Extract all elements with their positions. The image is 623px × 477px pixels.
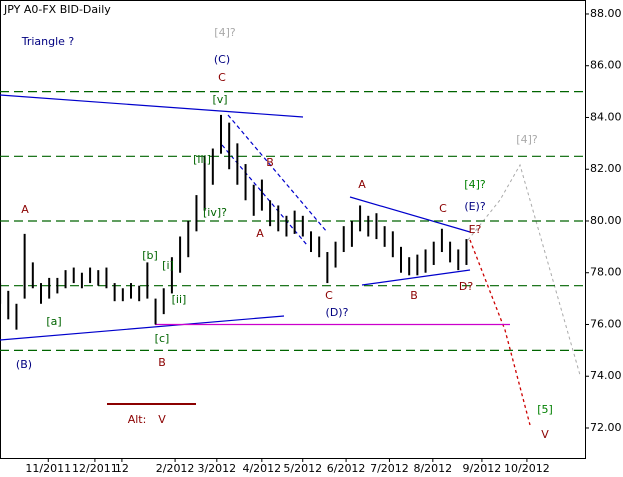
x-tick-label: 8/2012 [413, 462, 452, 475]
x-tick-label: 7/2012 [370, 462, 409, 475]
wave-label: (C) [214, 53, 230, 66]
trend-lines [0, 94, 471, 341]
x-tick-label: 3/2012 [197, 462, 236, 475]
wave-label: B [410, 289, 418, 302]
wave-label: C [325, 289, 333, 302]
y-tick-label: 78.00 [590, 266, 622, 279]
x-tick-label: 12 [115, 462, 129, 475]
trend-line [349, 196, 471, 233]
y-tick-label: 82.00 [590, 162, 622, 175]
wave-label: [4]? [516, 133, 538, 146]
trend-line [0, 315, 285, 341]
wave-label: V [158, 413, 166, 426]
wave-label: V [541, 428, 549, 441]
wave-label: [5] [537, 403, 553, 416]
wave-label: [i] [162, 259, 174, 272]
y-tick-label: 86.00 [590, 59, 622, 72]
wave-label: Triangle ? [21, 35, 75, 48]
y-tick-label: 74.00 [590, 369, 622, 382]
wave-label: C [218, 71, 226, 84]
plot-frame [0, 0, 586, 459]
y-tick-label: 76.00 [590, 317, 622, 330]
wave-label: Alt: [128, 413, 147, 426]
x-tick-label: 5/2012 [283, 462, 322, 475]
wave-label: B [158, 356, 166, 369]
wave-label: A [358, 178, 366, 191]
wave-label: A [21, 203, 29, 216]
x-tick-label: 9/2012 [463, 462, 502, 475]
wave-label: B [266, 156, 274, 169]
wave-label: [4]? [464, 178, 486, 191]
channel-line [221, 144, 308, 246]
y-tick-label: 88.00 [590, 7, 622, 20]
x-tick-label: 12/2011 [72, 462, 118, 475]
wave-label: [iv]? [203, 206, 227, 219]
x-tick-label: 10/2012 [504, 462, 550, 475]
chart-title: JPY A0-FX BID-Daily [3, 3, 111, 16]
forecast [469, 239, 531, 426]
trend-line [0, 94, 304, 118]
wave-label: (B) [16, 358, 32, 371]
wave-label: [4]? [214, 26, 236, 39]
wave-label: C [439, 202, 447, 215]
wave-label: E? [469, 223, 482, 236]
y-tick-label: 80.00 [590, 214, 622, 227]
x-tick-label: 4/2012 [242, 462, 281, 475]
wave-label: (D)? [326, 306, 349, 319]
channel-line [227, 114, 328, 233]
wave-label: A [256, 227, 264, 240]
wave-label: [v] [212, 93, 227, 106]
x-tick-label: 11/2011 [25, 462, 71, 475]
wave-label: D? [459, 280, 473, 293]
wave-label: [iii] [193, 153, 211, 166]
x-tick-label: 6/2012 [327, 462, 366, 475]
wave-label: [b] [142, 249, 158, 262]
wave-label: [ii] [172, 293, 187, 306]
x-tick-label: 2/2012 [156, 462, 195, 475]
y-tick-label: 84.00 [590, 110, 622, 123]
alt-forecast [467, 163, 581, 376]
y-tick-label: 72.00 [590, 421, 622, 434]
wave-label: [c] [155, 332, 170, 345]
wave-label: (E)? [464, 200, 486, 213]
trend-line [361, 269, 471, 286]
wave-label: [a] [46, 315, 61, 328]
